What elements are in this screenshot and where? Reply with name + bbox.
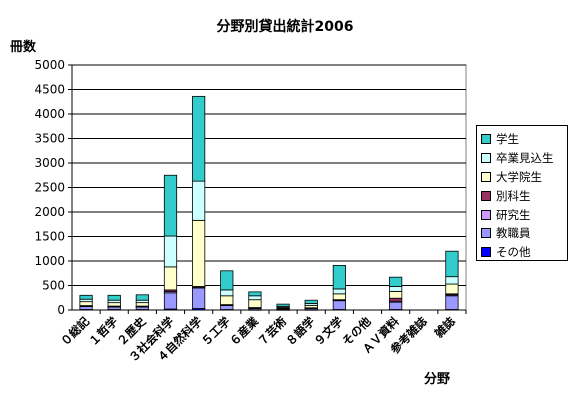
bar-segment	[248, 299, 262, 308]
y-tick-label: 0	[57, 303, 65, 317]
legend-item: 教職員	[481, 224, 567, 243]
legend-swatch	[481, 134, 491, 145]
x-tick-label: ５工学	[199, 314, 234, 349]
y-tick-label: 2000	[34, 205, 65, 219]
bar-segment	[248, 291, 262, 297]
legend-swatch	[481, 209, 491, 220]
legend-item: 大学院生	[481, 168, 567, 187]
bar-segment	[445, 250, 459, 278]
y-tick-label: 500	[42, 279, 65, 293]
legend-label: 別科生	[496, 188, 531, 203]
bar-segment	[332, 293, 346, 301]
legend-swatch	[481, 247, 491, 258]
bar-segment	[332, 265, 346, 290]
x-tick-label: 雑誌	[431, 314, 458, 341]
bar-segment	[248, 295, 262, 301]
legend-item: 研究生	[481, 205, 567, 224]
legend-swatch	[481, 190, 491, 201]
legend-swatch	[481, 171, 491, 182]
bar-segment	[445, 283, 459, 295]
bar-segment	[107, 302, 121, 307]
bar-segment	[389, 301, 403, 310]
bar-segment	[192, 180, 206, 221]
legend-swatch	[481, 153, 491, 164]
bar-segment	[389, 290, 403, 299]
bar-segment	[107, 294, 121, 301]
legend-swatch	[481, 228, 491, 239]
bar-segment	[79, 301, 93, 306]
y-tick-label: 5000	[34, 58, 65, 72]
y-tick-label: 1500	[34, 230, 65, 244]
bar-segment	[220, 305, 234, 310]
bar-segment	[192, 95, 206, 182]
bar-segment	[135, 294, 149, 301]
legend-label: 学生	[496, 132, 519, 147]
bar-segment	[220, 270, 234, 291]
x-tick-label: ７芸術	[255, 314, 290, 349]
x-tick-label: ０総記	[58, 314, 93, 349]
y-tick-label: 2500	[34, 181, 65, 195]
legend-label: 研究生	[496, 207, 531, 222]
legend-item: 学生	[481, 130, 567, 149]
bar-segment	[135, 302, 149, 307]
bar-segment	[389, 276, 403, 287]
legend-item: 卒業見込生	[481, 149, 567, 168]
legend-label: その他	[496, 245, 531, 260]
bar-segment	[389, 297, 403, 302]
bar-segment	[304, 299, 318, 304]
bar-segment	[445, 295, 459, 310]
bar-segment	[79, 294, 93, 300]
y-tick-label: 3500	[34, 132, 65, 146]
bar-segment	[276, 303, 290, 307]
bar-segment	[332, 288, 346, 295]
bar-segment	[220, 289, 234, 297]
chart-title: 分野別貸出統計2006	[216, 19, 354, 35]
x-tick-label: １哲学	[86, 314, 121, 349]
y-axis-label: 冊数	[10, 40, 37, 55]
bar-segment	[163, 235, 178, 268]
legend-label: 大学院生	[496, 169, 542, 184]
bar-segment	[332, 300, 346, 310]
bar-segment	[445, 276, 459, 285]
bar-segment	[192, 287, 206, 309]
bar-segment	[389, 286, 403, 292]
y-tick-label: 4000	[34, 107, 65, 121]
bar-segment	[163, 266, 178, 291]
y-tick-label: 1000	[34, 254, 65, 268]
bar-segment	[163, 174, 178, 237]
x-tick-label: ６産業	[227, 314, 262, 349]
legend-item: 別科生	[481, 186, 567, 205]
legend-label: 教職員	[496, 226, 531, 241]
chart-legend: 学生卒業見込生大学院生別科生研究生教職員その他	[476, 125, 568, 261]
y-tick-label: 3000	[34, 156, 65, 170]
legend-label: 卒業見込生	[496, 151, 554, 166]
bar-segment	[79, 306, 93, 310]
bar-segment	[192, 219, 206, 287]
x-tick-label: ９文学	[311, 314, 346, 349]
legend-item: その他	[481, 243, 567, 262]
y-tick-label: 4500	[34, 83, 65, 97]
x-axis-label: 分野	[424, 372, 451, 387]
x-tick-label: ８語学	[283, 314, 318, 349]
bar-segment	[220, 295, 234, 306]
bar-segment	[163, 292, 178, 310]
